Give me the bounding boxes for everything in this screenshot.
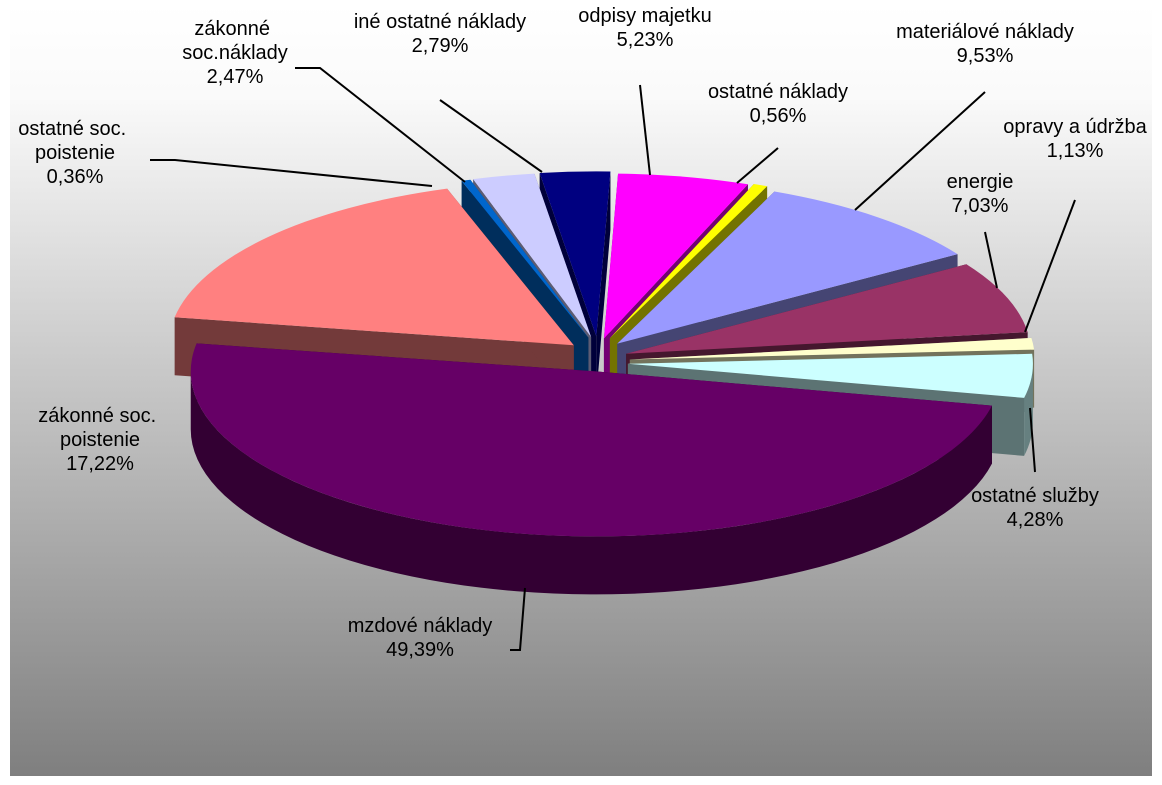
leader-line [1024, 199, 1076, 333]
slice [174, 188, 574, 346]
value-label: 5,23% [617, 29, 674, 51]
category-label-line: ostatné služby [971, 485, 1099, 507]
slice [539, 171, 611, 337]
value-label: 4,28% [1007, 509, 1064, 531]
category-label-line: poistenie [35, 142, 115, 164]
value-label: 0,36% [47, 166, 104, 188]
category-label: iné ostatné náklady [354, 11, 526, 33]
value-label: 17,22% [66, 453, 134, 475]
category-label-line: ostatné soc. [18, 118, 131, 140]
category-label-line: opravy a údržba [1003, 116, 1147, 138]
category-label: energie [947, 171, 1014, 193]
leader-line [984, 231, 998, 289]
value-label: 49,39% [386, 639, 454, 661]
leader-line [736, 147, 779, 184]
slice-side [596, 171, 611, 395]
leader-line [1029, 407, 1036, 473]
category-label-line: iné ostatné náklady [354, 11, 526, 33]
slice-wall [1024, 363, 1033, 456]
category-label: ostatné služby [971, 485, 1099, 507]
leader-line [439, 99, 543, 173]
category-label-line: zákonné [194, 18, 275, 40]
category-label-line: soc.náklady [182, 42, 288, 64]
value-label: 2,79% [412, 35, 469, 57]
category-label-line: poistenie [60, 429, 140, 451]
slice-wall [190, 371, 992, 595]
category-label-line: zákonné soc. [38, 405, 161, 427]
pie [174, 171, 1035, 595]
category-label: zákonné soc. poistenie [38, 405, 161, 451]
leader-line [295, 67, 466, 183]
value-label: 7,03% [952, 195, 1009, 217]
category-label-line: materiálové náklady [896, 21, 1074, 43]
category-label: ostatné soc. poistenie [18, 118, 131, 164]
value-label: 2,47% [207, 66, 264, 88]
value-label: 1,13% [1047, 140, 1104, 162]
slice [627, 353, 1033, 398]
slice [603, 173, 748, 339]
slice [617, 191, 958, 344]
category-label-line: energie [947, 171, 1014, 193]
slice [461, 179, 589, 338]
leader-line [510, 587, 526, 651]
category-label: odpisy majetku [578, 5, 711, 27]
value-label: 9,53% [957, 45, 1014, 67]
slice [626, 264, 1028, 354]
category-label-line: odpisy majetku [578, 5, 711, 27]
category-label: mzdové náklady [348, 615, 493, 637]
category-label: materiálové náklady [896, 21, 1074, 43]
slice [629, 337, 1035, 360]
slice [190, 343, 992, 537]
category-label: ostatné náklady [708, 81, 848, 103]
category-label: opravy a údržba [1003, 116, 1147, 138]
slice [473, 173, 592, 338]
leader-line [639, 84, 651, 176]
slice [609, 184, 768, 339]
leader-line [854, 91, 986, 211]
category-label: zákonné soc.náklady [182, 18, 288, 64]
value-label: 0,56% [750, 105, 807, 127]
category-label-line: ostatné náklady [708, 81, 848, 103]
leader-line [150, 159, 433, 187]
category-label-line: mzdové náklady [348, 615, 493, 637]
